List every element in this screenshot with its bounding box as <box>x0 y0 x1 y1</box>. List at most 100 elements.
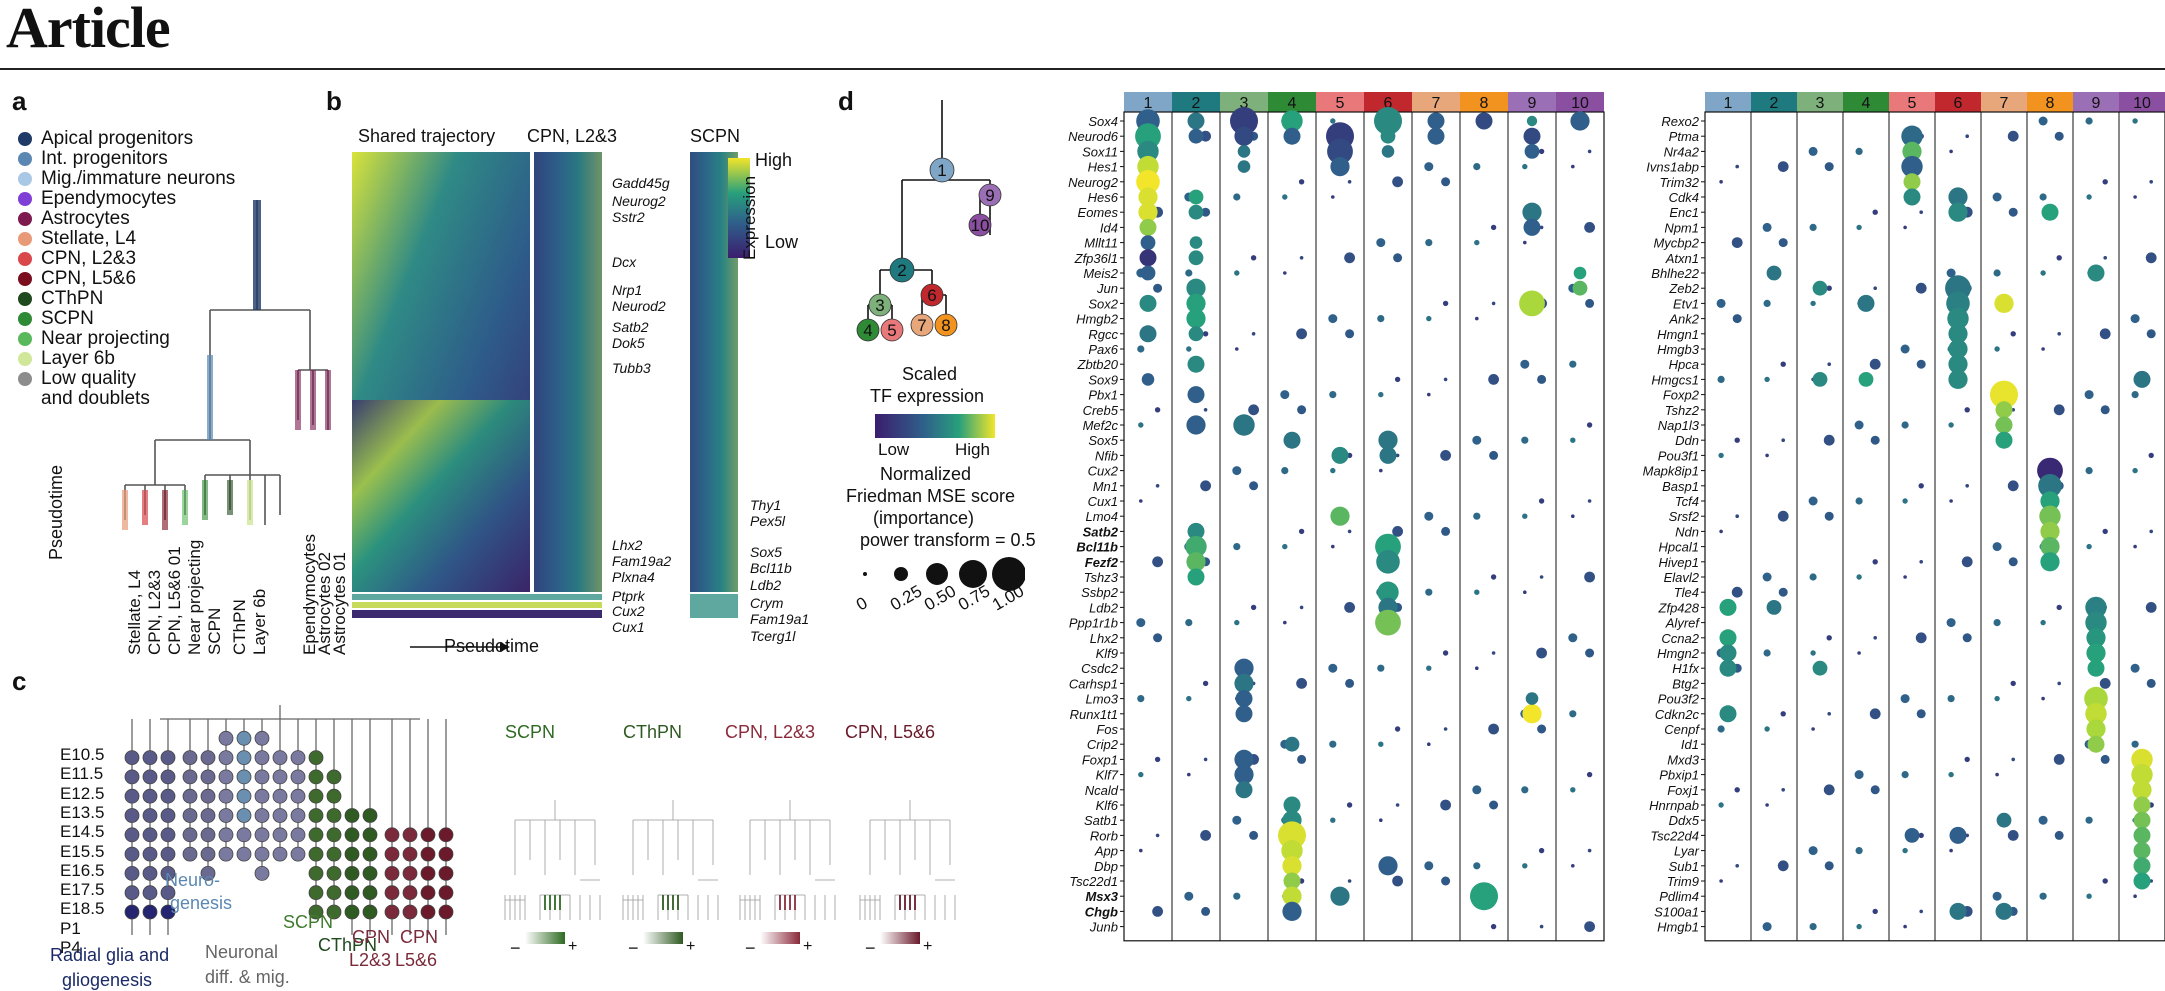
expression-dot <box>1522 163 1528 170</box>
plus-label: + <box>568 938 578 955</box>
lineage-node <box>308 808 324 823</box>
expression-dot <box>2040 552 2060 572</box>
title-rule <box>0 68 2165 70</box>
expression-dot <box>1425 239 1433 247</box>
expression-dot <box>1781 788 1785 792</box>
expression-dot <box>1284 736 1300 752</box>
gene-label: Meis2 <box>1083 266 1118 281</box>
gene-label: Srsf2 <box>1669 509 1700 524</box>
expression-dot <box>1441 876 1451 886</box>
expression-dot <box>1138 202 1158 222</box>
lineage-node <box>420 865 436 881</box>
gene-label: Lmo4 <box>1085 509 1118 524</box>
gene-label: Mn1 <box>1093 479 1118 494</box>
expression-dot <box>1765 803 1769 807</box>
legend-label: CPN, L2&3 <box>41 248 137 269</box>
lineage-node <box>290 827 306 843</box>
leaf-label: Astrocytes 01 <box>330 552 349 655</box>
expression-dot <box>2040 521 2060 541</box>
expression-dot <box>2084 686 2108 711</box>
expression-dot <box>1992 542 2002 552</box>
expression-dot <box>1278 821 1306 850</box>
expression-dot <box>1489 800 1499 810</box>
expression-dot <box>1538 148 1545 155</box>
stage-label: E18.5 <box>60 899 105 919</box>
expression-dot <box>1139 325 1157 343</box>
subtree-diagram <box>859 800 956 920</box>
subtree-diagram <box>622 800 719 920</box>
expression-dot <box>2146 329 2156 339</box>
lineage-node <box>160 769 176 785</box>
gene-label: Pou3f2 <box>1658 692 1700 707</box>
expression-dot <box>2038 815 2048 825</box>
expression-dot <box>1442 300 1449 307</box>
expression-dot <box>1296 328 1307 340</box>
expression-dot <box>1200 480 1211 492</box>
legend-item-0: Apical progenitors <box>18 128 193 150</box>
lineage-node <box>384 846 400 862</box>
expression-dot <box>1946 618 1956 628</box>
legend-label: CThPN <box>41 288 104 309</box>
expression-dot <box>1376 550 1400 574</box>
expression-dot <box>1536 647 1547 659</box>
lineage-node <box>200 750 216 765</box>
legend-item-9: SCPN <box>18 308 94 330</box>
gene-label: Sox9 <box>1088 372 1118 387</box>
expression-dot <box>1522 704 1542 724</box>
expression-dot <box>1827 712 1831 716</box>
expression-dot <box>1808 146 1818 156</box>
gene-label: Hes6 <box>1088 190 1119 205</box>
lineage-node <box>200 808 216 823</box>
expression-dot <box>1870 435 1880 445</box>
gene-label: Hmgn2 <box>1657 646 1700 661</box>
tree-node-5 <box>880 318 904 342</box>
lineage-node <box>160 827 176 843</box>
lineage-node <box>218 846 234 862</box>
subtree-gradient <box>525 932 565 944</box>
expression-dot <box>1519 290 1545 317</box>
expression-dot <box>1765 453 1769 458</box>
lineage-group-label: gliogenesis <box>62 970 153 990</box>
expression-dot <box>2040 491 2060 511</box>
expression-dot <box>1473 512 1481 520</box>
gene-label: Lmo3 <box>1085 692 1118 707</box>
expression-dot <box>2038 474 2062 498</box>
gene-label: Hnrnpab <box>1649 798 1699 813</box>
expression-dot <box>1570 437 1576 443</box>
expression-dot <box>1778 238 1788 248</box>
lineage-node <box>344 865 360 881</box>
panel-label-b: b <box>326 86 342 116</box>
expression-dot <box>1918 832 1924 839</box>
tree-node-label: 6 <box>927 286 936 305</box>
tree-node-label: 4 <box>863 321 872 340</box>
expression-dot <box>1327 138 1353 165</box>
tf-legend-low: Low <box>878 440 910 459</box>
expression-dot <box>1394 376 1401 383</box>
lineage-node <box>124 865 140 881</box>
expression-dot <box>1330 157 1350 177</box>
size-legend-dot <box>894 567 908 581</box>
expression-dot <box>1234 270 1240 276</box>
lineage-node <box>308 827 324 843</box>
gene-label: Sox5 <box>1088 433 1118 448</box>
stage-label: P4 <box>60 938 81 957</box>
expression-dot <box>1948 187 1968 207</box>
cluster-tree: 1 234 5 67 8 9 10 <box>856 100 1002 342</box>
lineage-node <box>326 827 342 843</box>
lineage-group-label: CThPN <box>318 935 378 955</box>
expression-dot <box>2056 255 2062 261</box>
expression-dot <box>2131 748 2153 771</box>
minus-label: − <box>628 938 639 958</box>
size-legend-title: Normalized <box>880 464 972 484</box>
lineage-node <box>200 827 216 843</box>
expression-dot <box>2057 332 2061 336</box>
gene-label: Nfib <box>1095 448 1118 463</box>
lineage-node <box>254 827 270 843</box>
expression-dot <box>1856 574 1862 580</box>
lineage-group-label: L5&6 <box>395 950 438 970</box>
lineage-node <box>272 827 288 843</box>
expression-dot <box>1919 560 1923 564</box>
tree-node-6 <box>920 283 944 307</box>
expression-dot <box>1524 144 1540 159</box>
lineage-node <box>326 808 342 823</box>
